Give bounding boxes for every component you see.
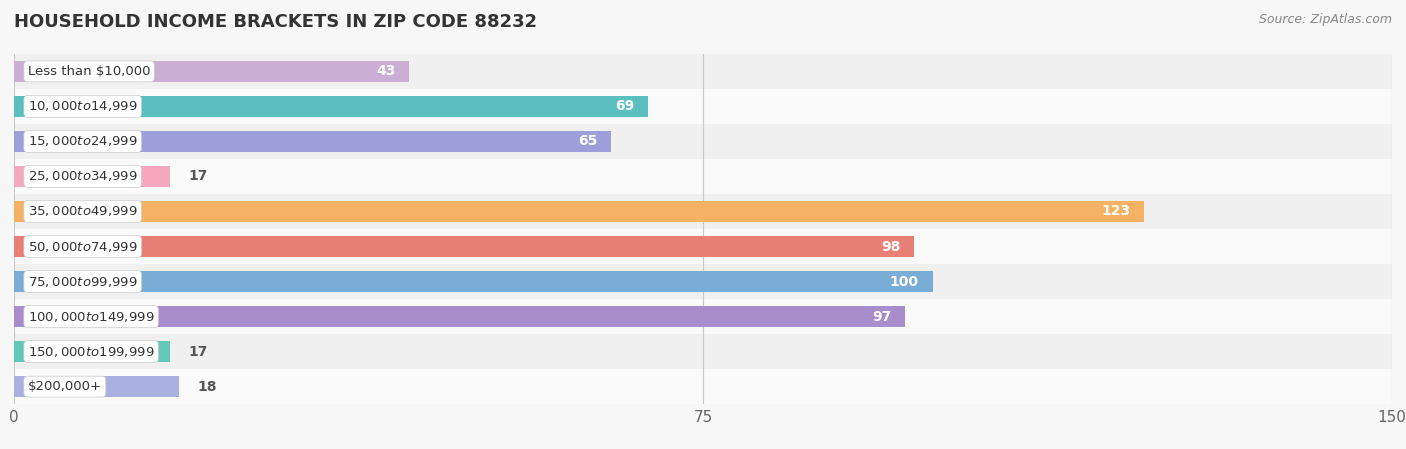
Text: 17: 17 — [188, 169, 208, 184]
Bar — [14, 96, 648, 117]
Text: $200,000+: $200,000+ — [28, 380, 101, 393]
Bar — [14, 61, 409, 82]
Text: $15,000 to $24,999: $15,000 to $24,999 — [28, 134, 138, 149]
Text: 98: 98 — [882, 239, 900, 254]
Bar — [14, 369, 1392, 404]
Text: HOUSEHOLD INCOME BRACKETS IN ZIP CODE 88232: HOUSEHOLD INCOME BRACKETS IN ZIP CODE 88… — [14, 13, 537, 31]
Text: Source: ZipAtlas.com: Source: ZipAtlas.com — [1258, 13, 1392, 26]
Text: Less than $10,000: Less than $10,000 — [28, 65, 150, 78]
Text: $25,000 to $34,999: $25,000 to $34,999 — [28, 169, 138, 184]
Bar — [14, 124, 1392, 159]
Bar — [14, 194, 1392, 229]
Text: $10,000 to $14,999: $10,000 to $14,999 — [28, 99, 138, 114]
Text: $50,000 to $74,999: $50,000 to $74,999 — [28, 239, 138, 254]
Bar — [14, 306, 905, 327]
Text: 43: 43 — [375, 64, 395, 79]
Bar — [14, 229, 1392, 264]
Bar — [14, 264, 1392, 299]
Bar — [14, 166, 170, 187]
Bar — [14, 159, 1392, 194]
Bar — [14, 201, 1144, 222]
Bar — [14, 89, 1392, 124]
Text: 65: 65 — [578, 134, 598, 149]
Text: $35,000 to $49,999: $35,000 to $49,999 — [28, 204, 138, 219]
Bar — [14, 376, 180, 397]
Bar — [14, 299, 1392, 334]
Bar — [14, 131, 612, 152]
Text: 17: 17 — [188, 344, 208, 359]
Bar — [14, 271, 932, 292]
Text: 100: 100 — [890, 274, 920, 289]
Bar — [14, 334, 1392, 369]
Text: $100,000 to $149,999: $100,000 to $149,999 — [28, 309, 155, 324]
Bar — [14, 341, 170, 362]
Bar — [14, 236, 914, 257]
Text: 18: 18 — [198, 379, 218, 394]
Bar — [14, 54, 1392, 89]
Text: $150,000 to $199,999: $150,000 to $199,999 — [28, 344, 155, 359]
Text: 123: 123 — [1101, 204, 1130, 219]
Text: 69: 69 — [614, 99, 634, 114]
Text: 97: 97 — [872, 309, 891, 324]
Text: $75,000 to $99,999: $75,000 to $99,999 — [28, 274, 138, 289]
